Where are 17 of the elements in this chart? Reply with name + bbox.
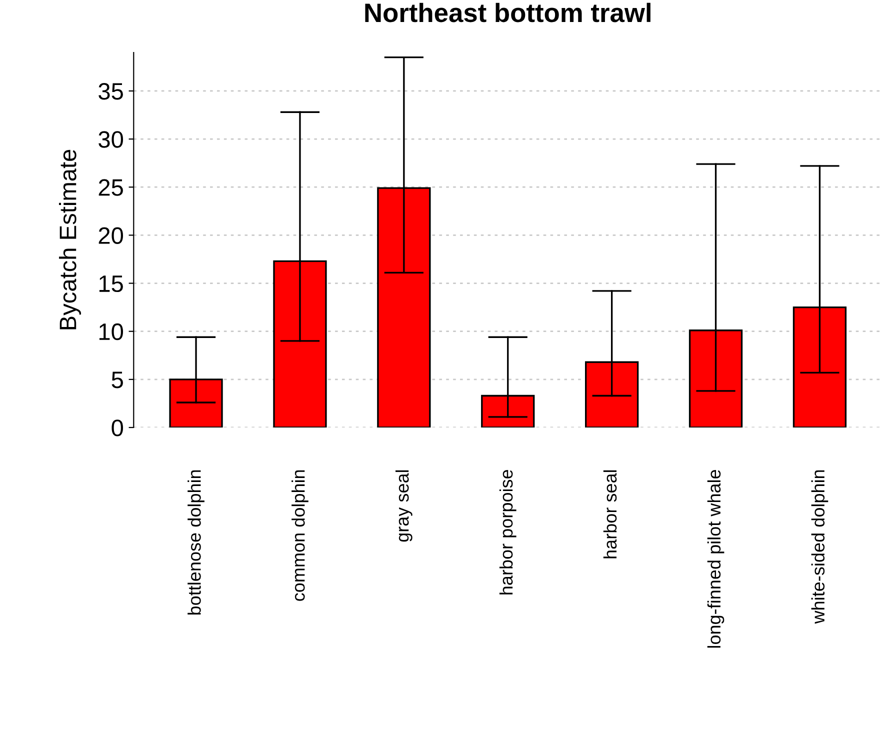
x-tick-label: harbor porpoise	[499, 470, 516, 594]
y-tick-label: 10	[99, 323, 124, 340]
x-tick-label: long-finned pilot whale	[707, 470, 724, 648]
x-tick-label: white-sided dolphin	[811, 470, 828, 624]
y-axis-title: Bycatch Estimate	[58, 150, 81, 330]
x-tick-label: gray seal	[396, 470, 412, 542]
x-tick-label: common dolphin	[292, 470, 308, 601]
x-tick-label: harbor seal	[603, 470, 617, 558]
x-tick-label: bottlenose dolphin	[188, 470, 204, 615]
y-tick-label: 15	[99, 276, 123, 292]
chart-title: Northeast bottom trawl	[365, 2, 650, 22]
y-tick-label: 35	[98, 83, 123, 100]
y-tick-label: 25	[98, 179, 123, 196]
y-tick-label: 5	[112, 372, 123, 388]
y-tick-label: 0	[112, 420, 124, 436]
y-tick-label: 20	[98, 227, 124, 244]
y-tick-label: 30	[98, 131, 124, 148]
